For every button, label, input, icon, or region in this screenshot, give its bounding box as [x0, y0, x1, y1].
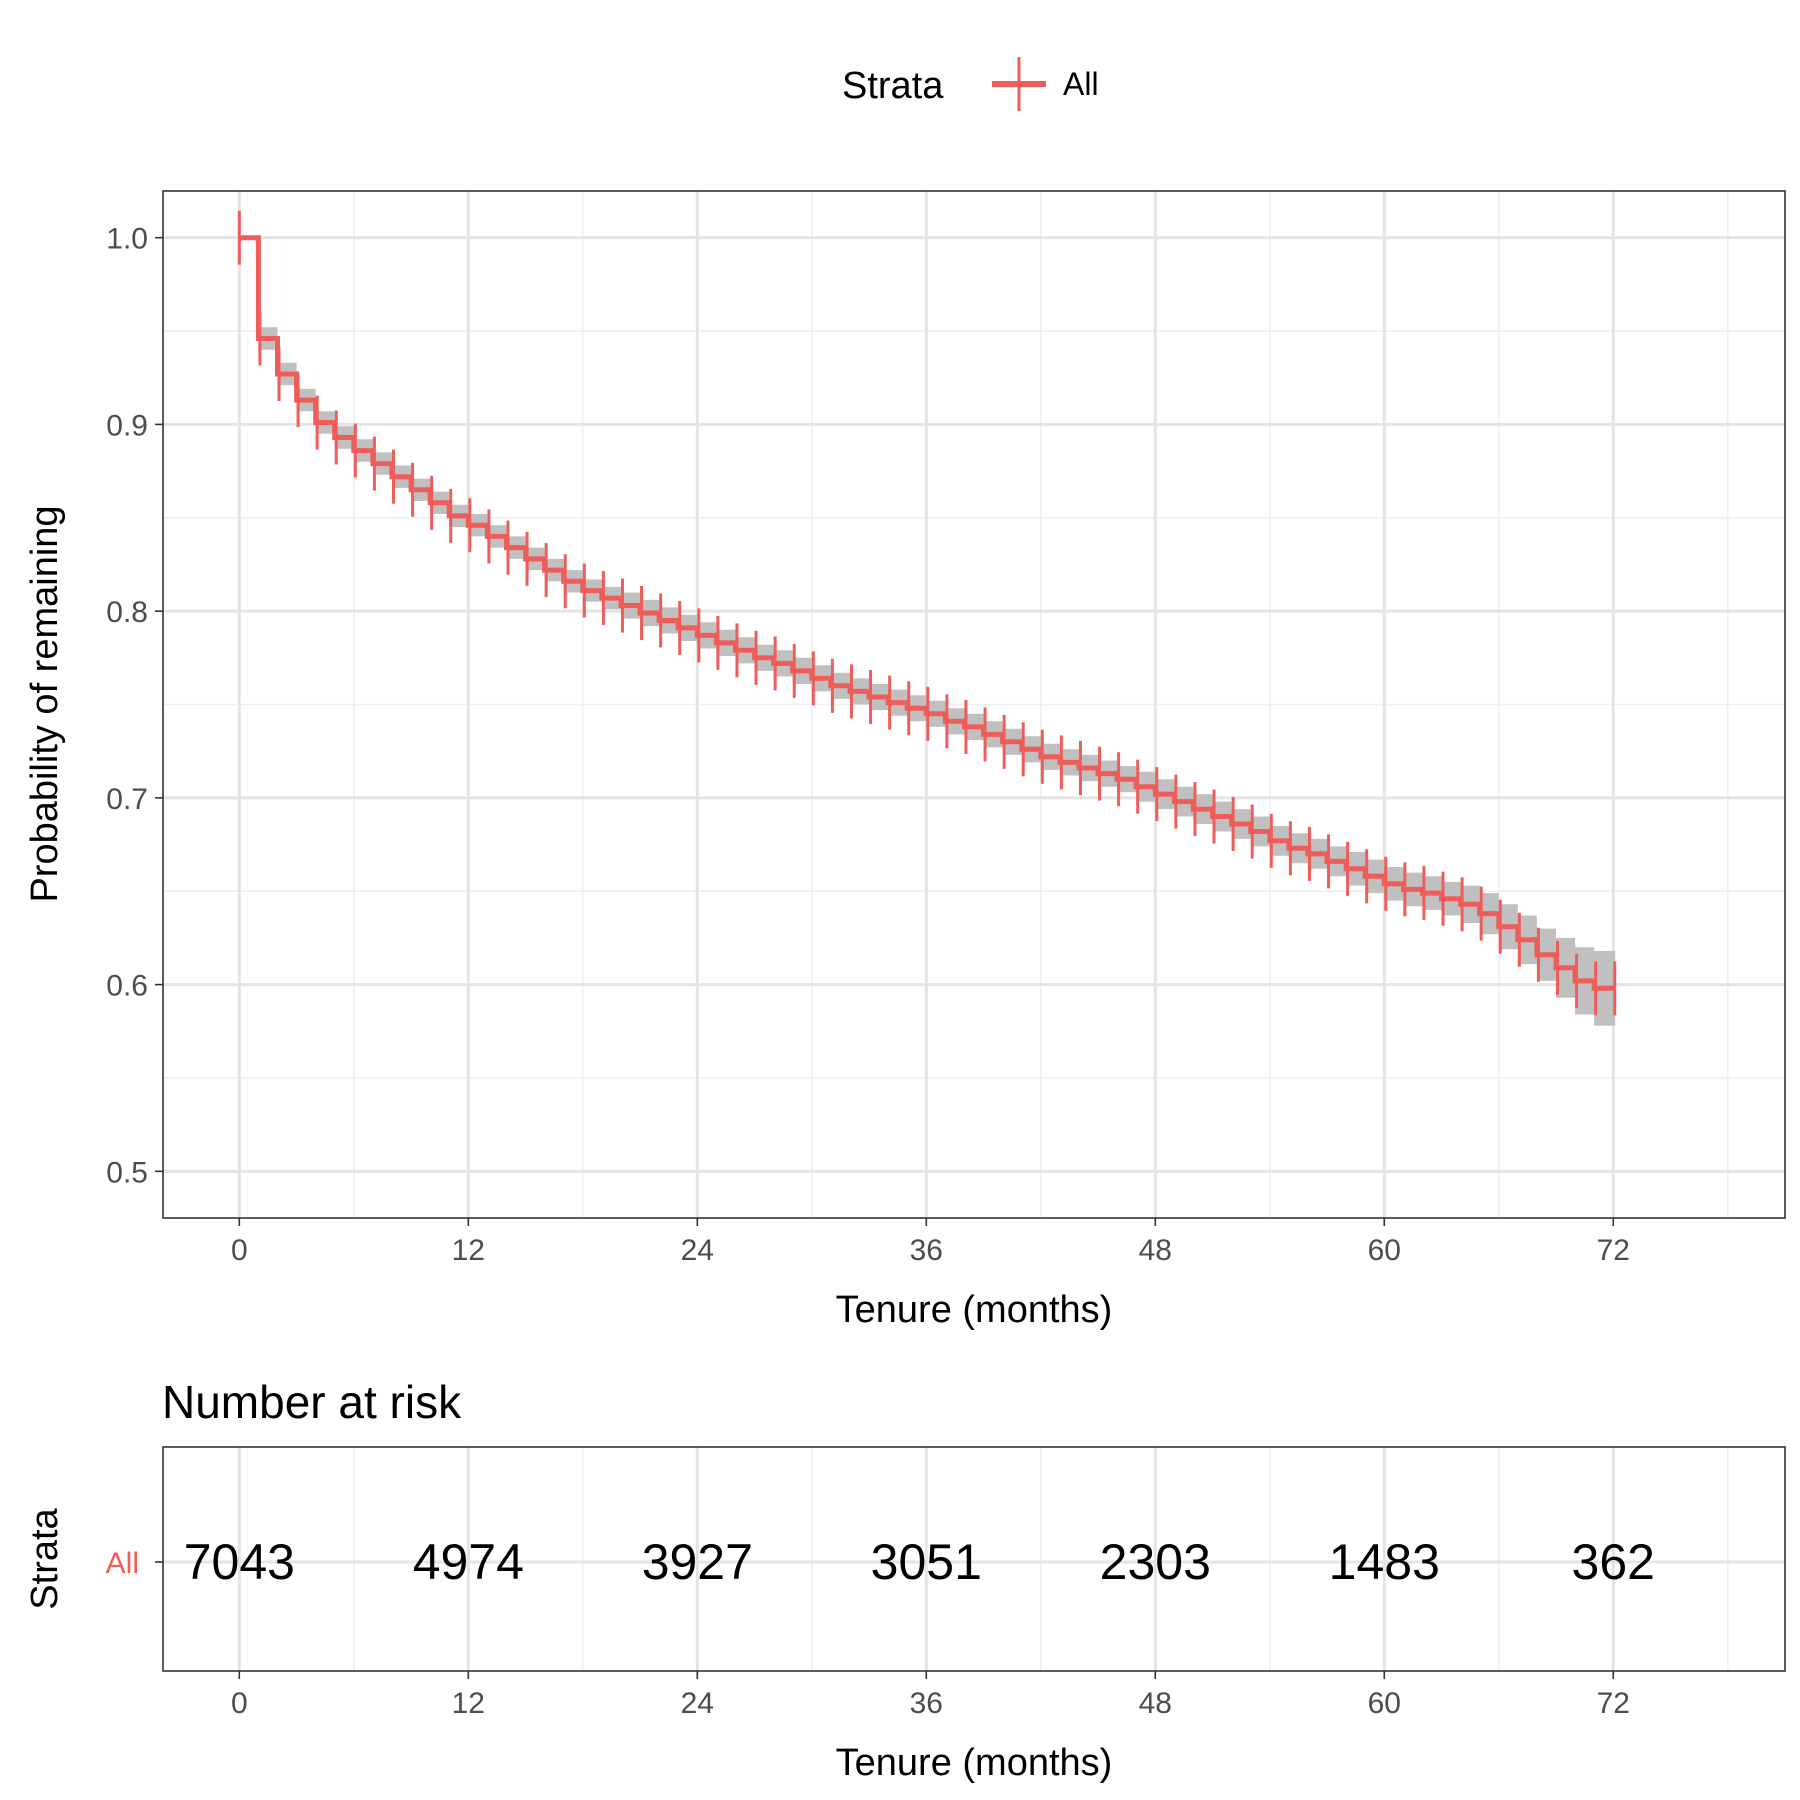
x-tick-label: 72	[1597, 1234, 1630, 1267]
y-tick-label: 1.0	[106, 223, 148, 256]
risk-row-label: All	[106, 1547, 139, 1580]
risk-values: 7043 4974 3927 3051 2303 1483 362	[184, 1534, 1655, 1590]
risk-y-axis-title: Strata	[24, 1507, 66, 1609]
risk-x-tick-label: 24	[681, 1687, 714, 1720]
y-tick-label: 0.5	[106, 1156, 148, 1189]
risk-value: 2303	[1100, 1534, 1211, 1590]
x-tick-label: 48	[1139, 1234, 1172, 1267]
x-tick-label: 24	[681, 1234, 714, 1267]
risk-x-tick-label: 48	[1139, 1687, 1172, 1720]
risk-value: 1483	[1329, 1534, 1440, 1590]
legend: Strata All	[842, 57, 1099, 111]
risk-table-panel: Number at risk 7043 4974 3927 3051 2303 1483 3…	[24, 1376, 1786, 1784]
risk-x-tick-label: 36	[910, 1687, 943, 1720]
risk-x-axis-title: Tenure (months)	[836, 1742, 1113, 1784]
risk-value: 4974	[413, 1534, 524, 1590]
x-axis-title: Tenure (months)	[836, 1289, 1113, 1331]
y-tick-label: 0.6	[106, 970, 148, 1003]
x-tick-label: 0	[231, 1234, 248, 1267]
legend-title: Strata	[842, 65, 944, 107]
censor-marks	[237, 210, 1617, 1016]
risk-value: 3927	[642, 1534, 753, 1590]
x-tick-label: 12	[452, 1234, 485, 1267]
risk-x-tick-label: 12	[452, 1687, 485, 1720]
risk-value: 362	[1572, 1534, 1655, 1590]
survival-panel-border	[162, 190, 1786, 1219]
x-tick-label: 36	[910, 1234, 943, 1267]
risk-table-title: Number at risk	[162, 1376, 462, 1428]
risk-value: 7043	[184, 1534, 295, 1590]
y-tick-label: 0.7	[106, 783, 148, 816]
y-axis-title: Probability of remaining	[24, 505, 66, 902]
risk-value: 3051	[871, 1534, 982, 1590]
risk-axes: 0 12 24 36 48 60 72 All	[106, 1547, 1630, 1720]
x-tick-label: 60	[1368, 1234, 1401, 1267]
risk-x-tick-label: 0	[231, 1687, 248, 1720]
survival-gridlines	[163, 191, 1785, 1218]
risk-x-tick-label: 72	[1597, 1687, 1630, 1720]
risk-gridlines	[163, 1447, 1785, 1671]
y-tick-label: 0.8	[106, 596, 148, 629]
y-tick-label: 0.9	[106, 409, 148, 442]
risk-panel-background	[163, 1447, 1785, 1671]
survival-axes: 0 12 24 36 48 60 72 0.5 0.6 0.7 0.8 0.9 1.0	[106, 223, 1630, 1267]
risk-x-tick-label: 60	[1368, 1687, 1401, 1720]
survival-plot-panel: 0 12 24 36 48 60 72 0.5 0.6 0.7 0.8 0.9 1.0 Tenure (…	[24, 190, 1786, 1331]
risk-panel-border	[162, 1446, 1786, 1672]
legend-entry-all: All	[1063, 66, 1099, 102]
